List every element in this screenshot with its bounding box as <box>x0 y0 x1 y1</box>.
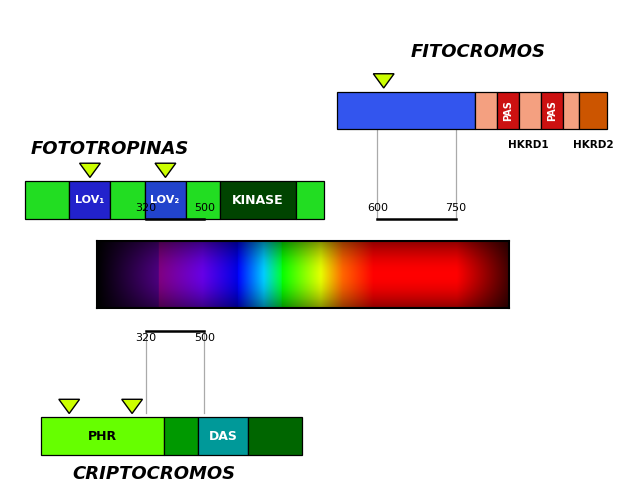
Text: FOTOTROPINAS: FOTOTROPINAS <box>31 140 189 158</box>
Text: PHR: PHR <box>87 429 117 443</box>
Text: LOV₁: LOV₁ <box>75 195 104 205</box>
FancyBboxPatch shape <box>186 181 220 219</box>
FancyBboxPatch shape <box>110 181 145 219</box>
Text: PAS: PAS <box>503 100 513 121</box>
FancyBboxPatch shape <box>69 181 110 219</box>
Text: 600: 600 <box>367 203 388 213</box>
Text: 500: 500 <box>194 203 215 213</box>
Text: HKRD1: HKRD1 <box>508 140 548 150</box>
Text: CRIPTOCROMOS: CRIPTOCROMOS <box>72 465 236 483</box>
Text: 750: 750 <box>445 203 467 213</box>
FancyBboxPatch shape <box>519 92 541 129</box>
FancyBboxPatch shape <box>541 92 563 129</box>
FancyBboxPatch shape <box>145 181 186 219</box>
FancyBboxPatch shape <box>497 92 519 129</box>
FancyBboxPatch shape <box>475 92 497 129</box>
Polygon shape <box>374 74 394 88</box>
Polygon shape <box>79 163 101 177</box>
Polygon shape <box>122 399 142 414</box>
Text: LOV₂: LOV₂ <box>150 195 180 205</box>
FancyBboxPatch shape <box>248 417 302 455</box>
Text: HKRD2: HKRD2 <box>573 140 613 150</box>
Text: 320: 320 <box>135 203 157 213</box>
Text: PAS: PAS <box>547 100 557 121</box>
FancyBboxPatch shape <box>25 181 69 219</box>
Polygon shape <box>155 163 176 177</box>
FancyBboxPatch shape <box>579 92 607 129</box>
FancyBboxPatch shape <box>198 417 248 455</box>
FancyBboxPatch shape <box>296 181 324 219</box>
Text: 500: 500 <box>194 333 215 343</box>
FancyBboxPatch shape <box>164 417 198 455</box>
FancyBboxPatch shape <box>220 181 296 219</box>
Text: 320: 320 <box>135 333 157 343</box>
FancyBboxPatch shape <box>337 92 475 129</box>
FancyBboxPatch shape <box>41 417 164 455</box>
Text: DAS: DAS <box>209 429 238 443</box>
FancyBboxPatch shape <box>563 92 579 129</box>
Text: KINASE: KINASE <box>232 193 284 207</box>
Polygon shape <box>59 399 79 414</box>
Text: FITOCROMOS: FITOCROMOS <box>411 43 545 61</box>
